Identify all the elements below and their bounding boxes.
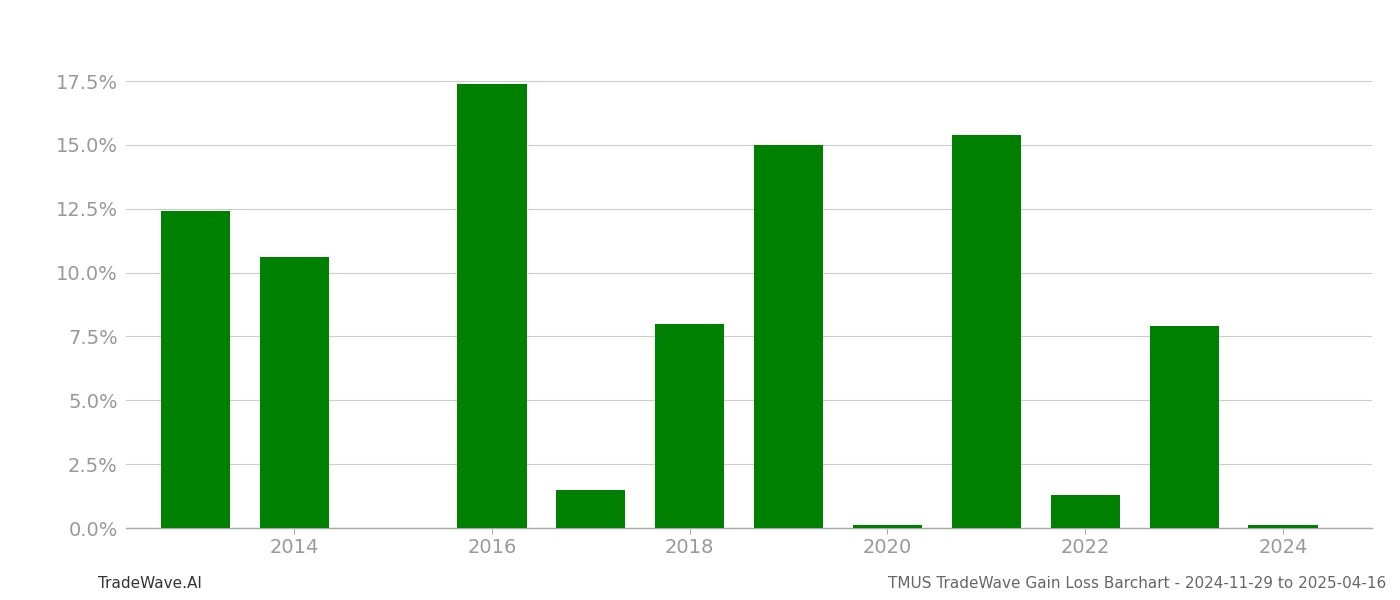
Bar [1249,526,1317,528]
Bar [161,211,230,528]
Bar [853,526,923,528]
Bar [952,135,1021,528]
Text: TMUS TradeWave Gain Loss Barchart - 2024-11-29 to 2025-04-16: TMUS TradeWave Gain Loss Barchart - 2024… [888,576,1386,591]
Text: TradeWave.AI: TradeWave.AI [98,576,202,591]
Bar [458,83,526,528]
Bar [259,257,329,528]
Bar [755,145,823,528]
Bar [1050,495,1120,528]
Bar [655,323,724,528]
Bar [1149,326,1219,528]
Bar [556,490,626,528]
